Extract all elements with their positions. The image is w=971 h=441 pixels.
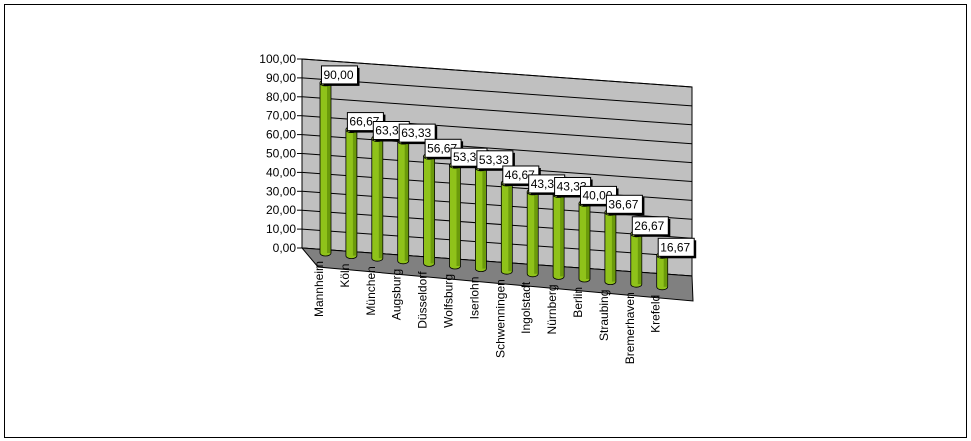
category-label: Mannheim xyxy=(312,261,326,317)
y-tick-label: 90,00 xyxy=(266,71,296,85)
bar-shade xyxy=(637,233,642,285)
bar-shade xyxy=(611,212,616,282)
bar-shade xyxy=(456,165,460,266)
data-label-text: 66,67 xyxy=(349,115,379,129)
category-label: Iserlohn xyxy=(467,277,481,320)
data-label: 36,67 xyxy=(605,194,645,216)
data-label-text: 26,67 xyxy=(634,219,664,233)
bar xyxy=(474,164,487,272)
gridline xyxy=(301,228,693,258)
bar xyxy=(526,188,539,278)
y-tick-label: 70,00 xyxy=(266,109,296,123)
category-label: München xyxy=(364,266,378,315)
data-label: 26,67 xyxy=(631,216,671,237)
data-labels: 90,0066,6763,3363,3356,6753,3353,3346,67… xyxy=(321,65,697,259)
bar-shade xyxy=(534,191,538,274)
y-tick-label: 20,00 xyxy=(266,203,296,217)
gridline xyxy=(301,58,693,88)
data-label-box xyxy=(631,216,669,236)
bar xyxy=(345,126,358,259)
data-label-box xyxy=(476,150,514,170)
category-label: Düsseldorf xyxy=(416,271,430,329)
category-label: Krefeld xyxy=(649,295,663,333)
y-tick-label: 50,00 xyxy=(266,147,296,161)
bar-shade xyxy=(663,255,668,287)
bar-shade xyxy=(482,167,486,269)
data-label-box xyxy=(605,194,643,214)
bar xyxy=(552,191,565,280)
bar xyxy=(630,230,643,288)
data-label-text: 36,67 xyxy=(608,197,638,211)
chart: 0,00 10,00 20,00 30,00 40,00 50,00 60,00 70,00 8… xyxy=(259,52,697,364)
data-label-box xyxy=(398,123,436,143)
data-label-text: 43,33 xyxy=(531,177,561,191)
bar xyxy=(449,161,461,270)
bar xyxy=(578,199,591,283)
bar xyxy=(397,137,410,265)
bar-shade xyxy=(560,194,564,277)
data-label-text: 53,33 xyxy=(479,153,509,167)
bar-shade xyxy=(508,182,512,272)
data-label: 16,67 xyxy=(657,237,697,259)
data-label-text: 40,00 xyxy=(583,188,613,202)
category-label: Nürnberg xyxy=(545,284,559,334)
data-label-text: 43,33 xyxy=(557,180,587,194)
x-axis: Mannheim Köln München Augsburg Düsseldorf Wol… xyxy=(312,261,663,364)
gridline xyxy=(301,96,693,126)
gridline xyxy=(301,209,693,239)
category-label: Straubing xyxy=(597,290,611,341)
data-label-text: 90,00 xyxy=(324,68,354,82)
bar-shade xyxy=(430,156,435,264)
y-tick-label: 30,00 xyxy=(266,184,296,198)
data-label: 53,33 xyxy=(476,150,515,171)
category-label: Schwenningen xyxy=(493,279,507,358)
data-label-text: 46,67 xyxy=(505,168,535,182)
bar-shade xyxy=(352,129,357,256)
y-tick-label: 10,00 xyxy=(266,222,296,236)
bar xyxy=(371,135,384,262)
gridline xyxy=(301,77,693,107)
bar-shade xyxy=(404,141,409,261)
data-label-text: 16,67 xyxy=(660,240,690,254)
chart-frame: 0,00 10,00 20,00 30,00 40,00 50,00 60,00 70,00 8… xyxy=(4,4,967,438)
gridline xyxy=(301,134,693,164)
bar xyxy=(423,152,436,267)
category-label: Berlin xyxy=(571,287,585,318)
y-tick-label: 0,00 xyxy=(273,241,297,255)
data-label-box xyxy=(657,237,695,257)
data-label-text: 56,67 xyxy=(427,141,457,155)
y-axis: 0,00 10,00 20,00 30,00 40,00 50,00 60,00 70,00 8… xyxy=(259,52,302,255)
bar-shade xyxy=(378,138,383,259)
y-tick-label: 100,00 xyxy=(259,52,296,66)
data-label-text: 63,33 xyxy=(401,126,431,140)
bar xyxy=(500,179,513,275)
category-label: Köln xyxy=(338,264,352,288)
y-tick-label: 40,00 xyxy=(266,165,296,179)
category-label: Wolfsburg xyxy=(442,274,456,328)
bar xyxy=(604,208,617,285)
category-label: Bremerhaven xyxy=(623,292,637,364)
data-label: 63,33 xyxy=(398,123,438,145)
category-label: Augsburg xyxy=(390,269,404,320)
data-label-box xyxy=(321,65,358,85)
bars xyxy=(319,79,669,291)
bar-shade xyxy=(586,203,590,279)
y-tick-label: 80,00 xyxy=(266,90,296,104)
data-label-text: 63,33 xyxy=(375,124,405,138)
bar xyxy=(319,79,332,257)
y-tick-label: 60,00 xyxy=(266,128,296,142)
bar-shade xyxy=(327,82,331,254)
category-label: Ingolstadt xyxy=(519,281,533,334)
data-label-text: 53,33 xyxy=(453,150,483,164)
data-label: 90,00 xyxy=(321,65,360,86)
